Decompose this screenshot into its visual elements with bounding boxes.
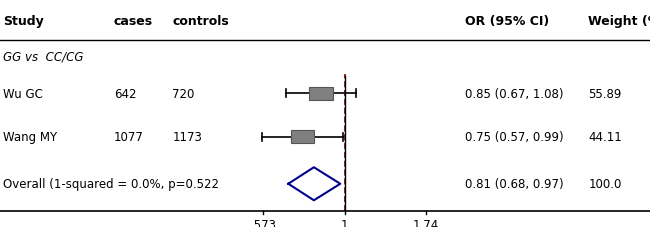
Text: 100.0: 100.0 — [588, 178, 621, 190]
Text: cases: cases — [114, 15, 153, 28]
Text: 0.85 (0.67, 1.08): 0.85 (0.67, 1.08) — [465, 87, 564, 100]
Text: .573: .573 — [250, 218, 276, 227]
Text: 0.81 (0.68, 0.97): 0.81 (0.68, 0.97) — [465, 178, 564, 190]
Text: 642: 642 — [114, 87, 136, 100]
Bar — [291, 130, 315, 144]
Text: GG vs  CC/CG: GG vs CC/CG — [3, 50, 84, 63]
Text: 44.11: 44.11 — [588, 131, 622, 143]
Text: Wang MY: Wang MY — [3, 131, 57, 143]
Text: 720: 720 — [172, 87, 194, 100]
Text: 1: 1 — [341, 218, 348, 227]
Text: Wu GC: Wu GC — [3, 87, 43, 100]
Text: OR (95% CI): OR (95% CI) — [465, 15, 549, 28]
Text: 55.89: 55.89 — [588, 87, 621, 100]
Text: Study: Study — [3, 15, 44, 28]
Text: Weight (%): Weight (%) — [588, 15, 650, 28]
Text: 1173: 1173 — [172, 131, 202, 143]
Text: controls: controls — [172, 15, 229, 28]
Text: 1.74: 1.74 — [413, 218, 439, 227]
Text: 1077: 1077 — [114, 131, 144, 143]
Text: 0.75 (0.57, 0.99): 0.75 (0.57, 0.99) — [465, 131, 564, 143]
Bar — [309, 87, 333, 101]
Text: Overall (1-squared = 0.0%, p=0.522: Overall (1-squared = 0.0%, p=0.522 — [3, 178, 219, 190]
